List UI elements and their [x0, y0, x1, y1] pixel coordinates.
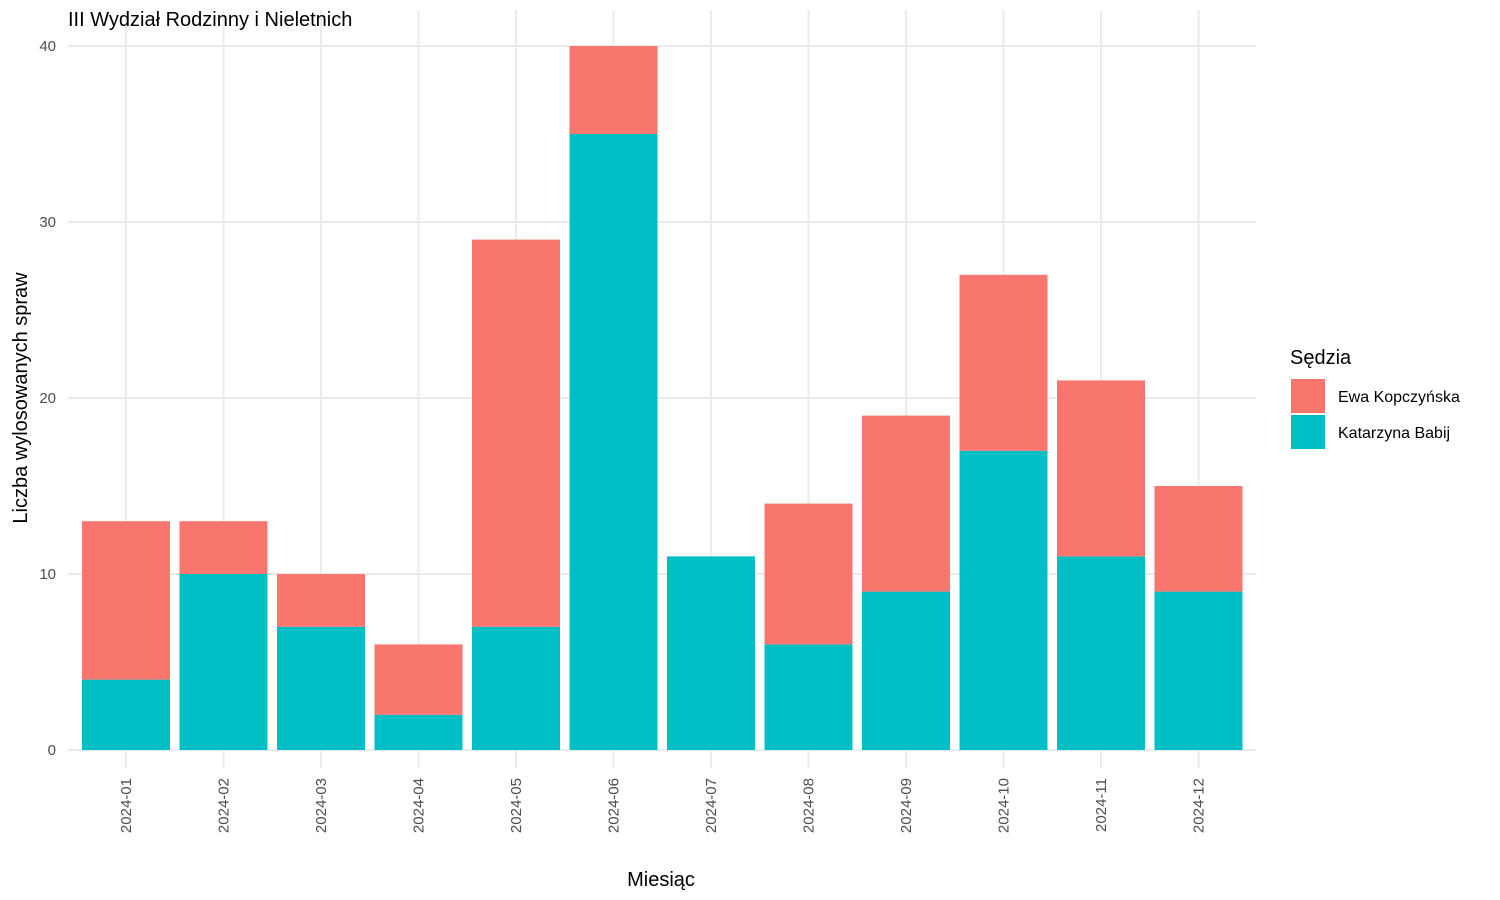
bar-ewa-kopczynska-2024-08: [764, 503, 853, 645]
legend: Sędzia Ewa Kopczyńska Katarzyna Babij: [1290, 347, 1460, 449]
bar-katarzyna-babij-2024-08: [764, 644, 853, 750]
x-axis-title: Miesiąc: [627, 869, 695, 891]
bar-katarzyna-babij-2024-06: [569, 134, 658, 750]
x-tick-label: 2024-11: [1093, 778, 1110, 832]
x-tick-label: 2024-09: [898, 778, 915, 833]
x-tick-label: 2024-02: [216, 778, 233, 833]
y-tick-label: 10: [39, 566, 56, 583]
x-tick-label: 2024-10: [996, 778, 1013, 833]
bar-ewa-kopczynska-2024-09: [862, 415, 950, 592]
x-tick-label: 2024-05: [508, 778, 525, 833]
bar-ewa-kopczynska-2024-01: [82, 521, 170, 680]
bar-katarzyna-babij-2024-03: [277, 626, 365, 750]
y-tick-label: 20: [39, 390, 56, 407]
y-tick-label: 0: [48, 742, 56, 759]
bar-ewa-kopczynska-2024-11: [1057, 380, 1145, 557]
y-axis-title: Liczba wylosowanych spraw: [10, 272, 32, 524]
legend-swatch: [1291, 415, 1325, 449]
bar-katarzyna-babij-2024-10: [959, 450, 1048, 750]
bar-ewa-kopczynska-2024-06: [569, 46, 658, 134]
x-tick-label: 2024-01: [118, 778, 135, 833]
y-tick-label: 30: [39, 214, 56, 231]
x-tick-label: 2024-12: [1191, 778, 1208, 833]
bar-katarzyna-babij-2024-02: [179, 574, 268, 750]
y-tick-label: 40: [39, 38, 56, 55]
legend-items: Ewa Kopczyńska Katarzyna Babij: [1291, 379, 1460, 449]
x-tick-labels: 2024-01 2024-02 2024-03 2024-04 2024-05 2024-…: [118, 778, 1208, 833]
bar-katarzyna-babij-2024-09: [862, 591, 950, 750]
bar-katarzyna-babij-2024-07: [667, 556, 755, 750]
bar-ewa-kopczynska-2024-05: [472, 239, 560, 627]
x-tick-label: 2024-07: [703, 778, 720, 833]
bar-katarzyna-babij-2024-05: [472, 626, 560, 750]
bar-ewa-kopczynska-2024-04: [374, 644, 463, 715]
legend-swatch: [1291, 379, 1325, 413]
x-tick-label: 2024-04: [411, 778, 428, 833]
bar-ewa-kopczynska-2024-12: [1154, 486, 1243, 592]
bar-ewa-kopczynska-2024-03: [277, 574, 365, 627]
legend-label: Ewa Kopczyńska: [1338, 389, 1460, 406]
legend-title: Sędzia: [1290, 347, 1352, 369]
chart-title: III Wydział Rodzinny i Nieletnich: [68, 9, 352, 31]
bars: [82, 46, 1243, 750]
y-tick-labels: 0 10 20 30 40: [39, 38, 56, 759]
legend-label: Katarzyna Babij: [1338, 425, 1450, 442]
bar-katarzyna-babij-2024-12: [1154, 591, 1243, 750]
bar-katarzyna-babij-2024-01: [82, 679, 170, 750]
bar-ewa-kopczynska-2024-02: [179, 521, 268, 574]
bar-katarzyna-babij-2024-04: [374, 714, 463, 750]
x-tick-label: 2024-03: [313, 778, 330, 833]
x-tick-label: 2024-06: [606, 778, 623, 833]
x-tick-label: 2024-08: [801, 778, 818, 833]
bar-ewa-kopczynska-2024-10: [959, 274, 1048, 451]
bar-katarzyna-babij-2024-11: [1057, 556, 1145, 750]
